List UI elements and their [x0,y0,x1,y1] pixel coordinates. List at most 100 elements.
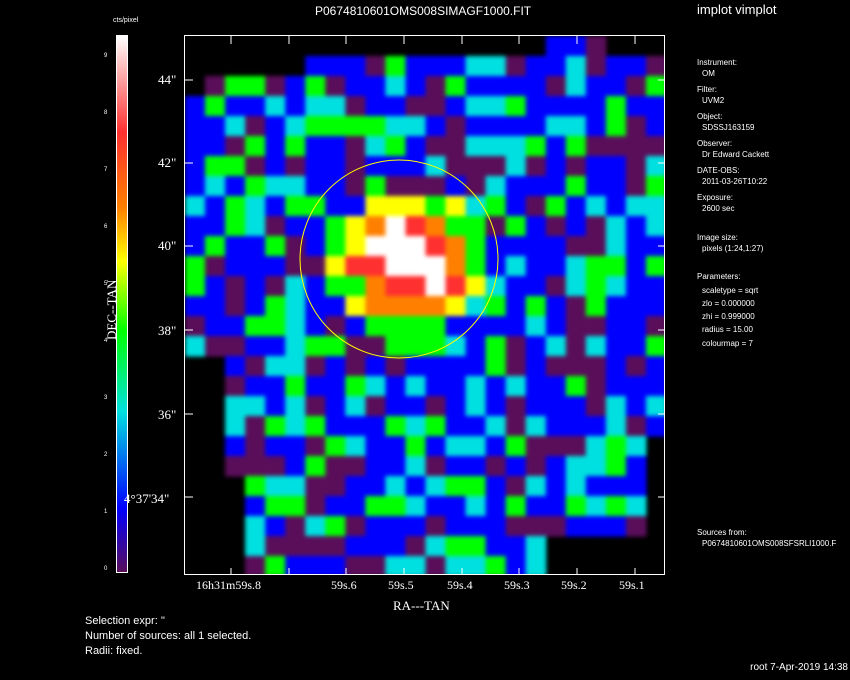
image-pixel [485,136,507,157]
image-pixel [425,176,447,197]
image-pixel [405,136,427,157]
image-canvas[interactable] [185,36,665,575]
image-pixel [505,56,527,77]
image-pixel [605,336,627,357]
image-pixel [425,456,447,477]
image-pixel [445,276,467,297]
image-pixel [425,556,447,574]
image-pixel [365,196,386,217]
image-pixel [425,116,447,137]
image-pixel [485,56,507,77]
image-pixel [505,216,527,237]
image-pixel [305,536,326,557]
image-pixel [545,76,567,97]
image-pixel [365,136,386,157]
image-pixel [285,396,306,417]
image-pixel [585,96,607,117]
image-pixel [646,376,664,397]
image-pixel [405,196,427,217]
parameter-line: scaletype = sqrt [702,286,759,295]
image-pixel [545,516,567,537]
image-pixel [325,56,346,77]
image-pixel [265,116,286,137]
image-pixel [265,316,286,337]
image-pixel [545,436,567,457]
observer-label: Observer: [697,139,733,148]
image-pixel [565,456,587,477]
image-pixel [385,236,406,257]
image-pixel [425,536,447,557]
image-pixel [505,496,527,517]
image-pixel [265,236,286,257]
image-title: P0674810601OMS008SIMAGF1000.FIT [315,4,532,18]
image-size-label: Image size: [697,233,738,242]
image-pixel [425,236,447,257]
image-pixel [585,276,607,297]
image-pixel [646,336,664,357]
image-pixel [345,376,366,397]
image-pixel [305,276,326,297]
x-tick-label: 59s.6 [331,578,357,592]
image-pixel [465,456,487,477]
image-pixel [385,536,406,557]
image-pixel [545,156,567,177]
image-pixel [585,296,607,317]
instrument-label: Instrument: [697,58,738,67]
image-pixel [525,76,547,97]
image-pixel [285,536,306,557]
image-pixel [345,336,366,357]
image-pixel [285,496,306,517]
image-pixel [445,236,467,257]
image-pixel [405,516,427,537]
image-pixel [525,536,547,557]
image-pixel [365,116,386,137]
image-pixel [385,436,406,457]
image-pixels [185,36,664,574]
image-pixel [425,376,447,397]
image-pixel [565,296,587,317]
image-pixel [205,196,226,217]
image-pixel [525,556,547,574]
image-pixel [505,316,527,337]
image-pixel [225,296,246,317]
image-pixel [225,216,246,237]
x-tick-label: 16h31m59s.8 [196,578,262,592]
image-pixel [445,436,467,457]
image-pixel [605,136,627,157]
image-pixel [325,376,346,397]
image-pixel [465,296,487,317]
image-pixel [585,496,607,517]
image-pixel [305,116,326,137]
image-pixel [445,316,467,337]
colorbar [116,35,128,573]
source-region-circle[interactable] [299,159,499,359]
image-pixel [365,356,386,377]
image-pixel [605,516,627,537]
image-pixel [525,376,547,397]
image-pixel [505,276,527,297]
image-pixel [425,416,447,437]
image-pixel [265,436,286,457]
image-pixel [646,276,664,297]
image-pixel [385,336,406,357]
image-pixel [585,376,607,397]
image-pixel [565,496,587,517]
colorbar-tick: 4 [104,338,108,344]
axis-ticks [185,36,664,574]
y-tick-label: 38" [158,323,177,338]
image-pixel [545,296,567,317]
image-plot[interactable] [184,35,665,575]
image-pixel [505,556,527,574]
image-pixel [225,136,246,157]
image-pixel [625,276,647,297]
image-pixel [245,376,266,397]
image-pixel [585,436,607,457]
image-pixel [325,196,346,217]
image-pixel [646,136,664,157]
image-pixel [585,456,607,477]
image-pixel [265,356,286,377]
image-pixel [185,196,206,217]
image-pixel [445,216,467,237]
image-pixel [325,516,346,537]
image-pixel [425,516,447,537]
